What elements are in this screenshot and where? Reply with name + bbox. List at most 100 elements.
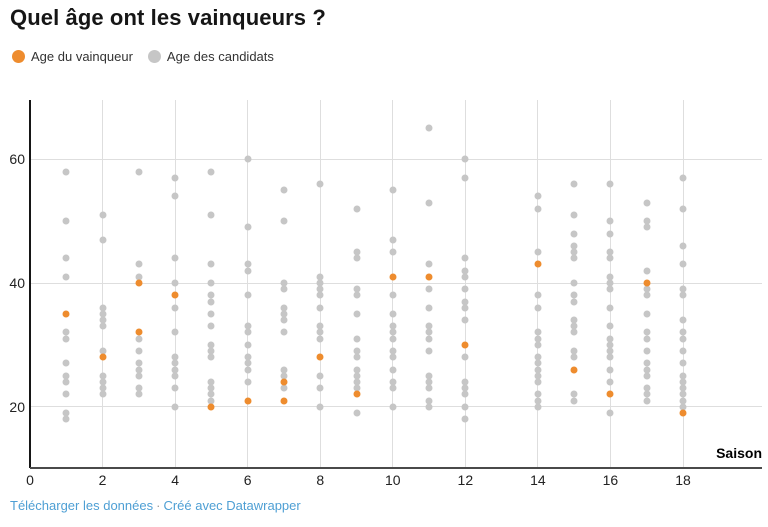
data-point-candidate [99, 236, 107, 244]
data-point-candidate [570, 242, 578, 250]
data-point-candidate [99, 316, 107, 324]
data-point-candidate [461, 285, 469, 293]
data-point-candidate [570, 353, 578, 361]
data-point-candidate [244, 260, 252, 268]
data-point-candidate [461, 155, 469, 163]
data-point-candidate [679, 291, 687, 299]
data-point-candidate [461, 254, 469, 262]
data-point-candidate [389, 328, 397, 336]
data-point-candidate [570, 390, 578, 398]
data-point-candidate [244, 223, 252, 231]
data-point-candidate [606, 322, 614, 330]
data-point-winner [461, 341, 469, 349]
data-point-candidate [62, 254, 70, 262]
data-point-winner [606, 390, 614, 398]
data-point-candidate [534, 248, 542, 256]
data-point-candidate [643, 267, 651, 275]
data-point-candidate [425, 397, 433, 404]
data-point-winner [171, 291, 179, 299]
data-point-candidate [135, 347, 143, 355]
data-point-candidate [62, 273, 70, 281]
data-point-winner [353, 390, 360, 398]
data-point-candidate [679, 335, 687, 343]
data-point-candidate [534, 353, 542, 361]
data-point-candidate [534, 372, 542, 380]
datawrapper-credit-link[interactable]: Créé avec Datawrapper [163, 498, 301, 513]
data-point-candidate [643, 310, 651, 318]
data-point-candidate [135, 384, 143, 392]
data-point-candidate [643, 285, 651, 293]
data-point-candidate [534, 205, 542, 213]
data-point-winner [280, 378, 288, 386]
data-point-candidate [280, 279, 288, 287]
data-point-candidate [316, 384, 324, 392]
data-point-candidate [62, 359, 70, 367]
data-point-candidate [99, 310, 107, 318]
data-point-winner [316, 353, 324, 361]
data-point-candidate [461, 267, 469, 275]
data-point-candidate [643, 199, 651, 207]
download-data-link[interactable]: Télécharger les données [10, 498, 154, 513]
data-point-candidate [425, 322, 433, 330]
data-point-candidate [534, 359, 542, 367]
y-tick-label: 20 [9, 398, 25, 415]
data-point-candidate [534, 341, 542, 349]
data-point-candidate [353, 366, 360, 374]
data-point-candidate [461, 415, 469, 423]
data-point-candidate [316, 279, 324, 287]
data-point-candidate [316, 304, 324, 312]
data-point-candidate [207, 347, 215, 355]
data-point-candidate [461, 384, 469, 392]
data-point-candidate [570, 298, 578, 306]
data-point-winner [62, 310, 70, 318]
data-point-candidate [606, 230, 614, 238]
data-point-candidate [679, 403, 687, 411]
data-point-winner [135, 279, 143, 287]
data-point-winner [135, 328, 143, 336]
data-point-candidate [606, 335, 614, 343]
legend-swatch-icon [147, 50, 161, 63]
data-point-candidate [353, 254, 360, 262]
data-point-candidate [353, 353, 360, 361]
data-point-candidate [135, 359, 143, 367]
gridline-vertical [537, 100, 539, 468]
data-point-candidate [425, 372, 433, 380]
data-point-candidate [316, 180, 324, 188]
page-title: Quel âge ont les vainqueurs ? [10, 5, 326, 30]
x-tick-label: 12 [457, 472, 474, 488]
y-axis-line [29, 100, 31, 468]
data-point-candidate [570, 254, 578, 262]
data-point-candidate [389, 322, 397, 330]
data-point-candidate [207, 291, 215, 299]
data-point-candidate [570, 211, 578, 219]
data-point-candidate [461, 378, 469, 386]
data-point-candidate [606, 409, 614, 417]
data-point-candidate [171, 353, 179, 361]
data-point-candidate [679, 242, 687, 250]
data-point-candidate [461, 316, 469, 324]
data-point-candidate [135, 335, 143, 343]
data-point-candidate [280, 384, 288, 392]
data-point-candidate [679, 384, 687, 392]
data-point-candidate [534, 403, 542, 411]
data-point-candidate [353, 372, 360, 380]
data-point-candidate [280, 217, 288, 225]
data-point-candidate [425, 335, 433, 343]
data-point-candidate [280, 310, 288, 318]
data-point-candidate [679, 260, 687, 268]
data-point-winner [244, 397, 252, 404]
data-point-candidate [389, 403, 397, 411]
legend-label: Age des candidats [166, 49, 274, 64]
data-point-candidate [643, 359, 651, 367]
x-axis-title: Saison [716, 445, 762, 461]
data-point-candidate [570, 230, 578, 238]
data-point-candidate [534, 335, 542, 343]
data-point-candidate [389, 378, 397, 386]
data-point-candidate [171, 279, 179, 287]
data-point-candidate [135, 273, 143, 281]
data-point-candidate [171, 372, 179, 380]
data-point-candidate [316, 403, 324, 411]
data-point-winner [99, 353, 107, 361]
data-point-candidate [62, 390, 70, 398]
